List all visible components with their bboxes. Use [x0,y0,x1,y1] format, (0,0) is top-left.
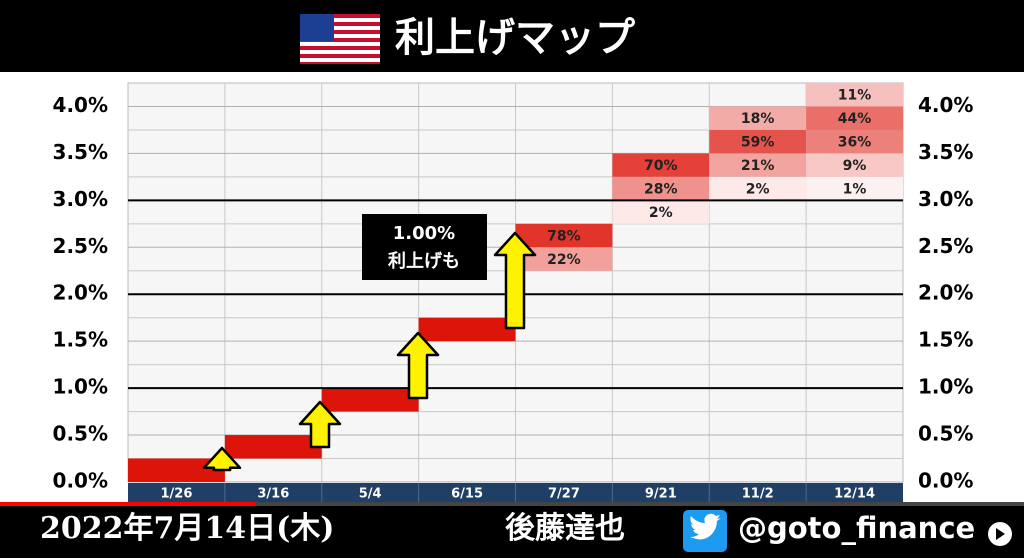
probability-label: 59% [741,135,775,151]
y-tick-label-right: 1.0% [918,375,973,399]
arrow [493,231,537,330]
probability-cell [709,153,807,177]
y-tick-label: 2.5% [53,234,108,258]
probability-label: 21% [741,158,775,174]
y-tick-label-right: 0.0% [918,469,973,493]
probability-cell [128,458,225,482]
probability-cell [806,83,903,107]
probability-label: 78% [547,229,581,245]
arrow [298,400,342,449]
probability-cell [418,317,516,342]
x-tick-label: 6/15 [451,487,483,502]
probability-cell [709,129,807,154]
y-tick-label-right: 3.5% [918,140,973,164]
y-tick-label-right: 4.0% [918,93,973,117]
annotation-text: 1.00% [393,223,455,244]
probability-label: 36% [838,135,872,151]
x-tick-label: 7/27 [548,487,580,502]
author: 後藤達也 [505,511,625,546]
y-tick-label-right: 2.5% [918,234,973,258]
date: 2022年7月14日(木) [40,511,335,546]
annotation-box [362,214,487,280]
probability-cell [806,106,903,130]
probability-cell [612,153,710,177]
probability-cell [612,200,710,224]
y-tick-label: 0.0% [53,469,108,493]
twitter-handle: @goto_finance [738,511,975,545]
y-tick-label-right: 3.0% [918,187,973,211]
next-icon [996,528,1005,540]
x-tick-label: 3/16 [257,487,289,502]
x-tick-label: 11/2 [742,487,774,502]
y-tick-label: 4.0% [53,93,108,117]
probability-label: 28% [644,182,678,198]
probability-cell [515,223,613,248]
arrow [202,446,242,472]
plot: 0.0% 0.0% 0.5% 0.5% 1.0% 1.0% 1.5% 1.5% 2.0% 2.0%… [53,82,973,503]
probability-label: 22% [547,252,581,268]
y-tick-label: 2.0% [53,281,108,305]
y-tick-label: 1.5% [53,328,108,352]
progress-track [0,502,1024,506]
x-tick-label: 12/14 [834,487,875,502]
y-tick-label-right: 0.5% [918,422,973,446]
probability-cell [709,176,807,201]
probability-label: 1% [843,182,867,198]
probability-cell [806,129,903,154]
probability-cell [612,176,710,201]
probability-label: 70% [644,158,678,174]
us-flag [300,14,380,64]
probability-label: 2% [746,182,770,198]
probability-label: 2% [649,205,673,221]
progress-bar [0,502,255,506]
y-tick-label: 3.0% [53,187,108,211]
y-tick-label-right: 1.5% [918,328,973,352]
y-tick-label-right: 2.0% [918,281,973,305]
probability-cell [515,247,613,271]
x-tick-label: 1/26 [160,487,192,502]
y-tick-label: 0.5% [53,422,108,446]
probability-label: 44% [838,111,872,127]
probability-cell [321,388,419,412]
probability-cell [224,435,322,459]
twitter-icon [683,510,727,552]
x-tick-label: 9/21 [645,487,677,502]
annotation-text: 利上げも [388,250,460,272]
probability-cell [709,106,807,130]
arrow [396,331,440,400]
probability-label: 11% [838,88,872,104]
chart-title: 利上げマップ [395,15,635,61]
probability-cell [806,153,903,177]
x-tick-label: 5/4 [359,487,382,502]
probability-label: 9% [843,158,867,174]
y-tick-label: 1.0% [53,375,108,399]
probability-cell [806,176,903,201]
y-tick-label: 3.5% [53,140,108,164]
probability-label: 18% [741,111,775,127]
